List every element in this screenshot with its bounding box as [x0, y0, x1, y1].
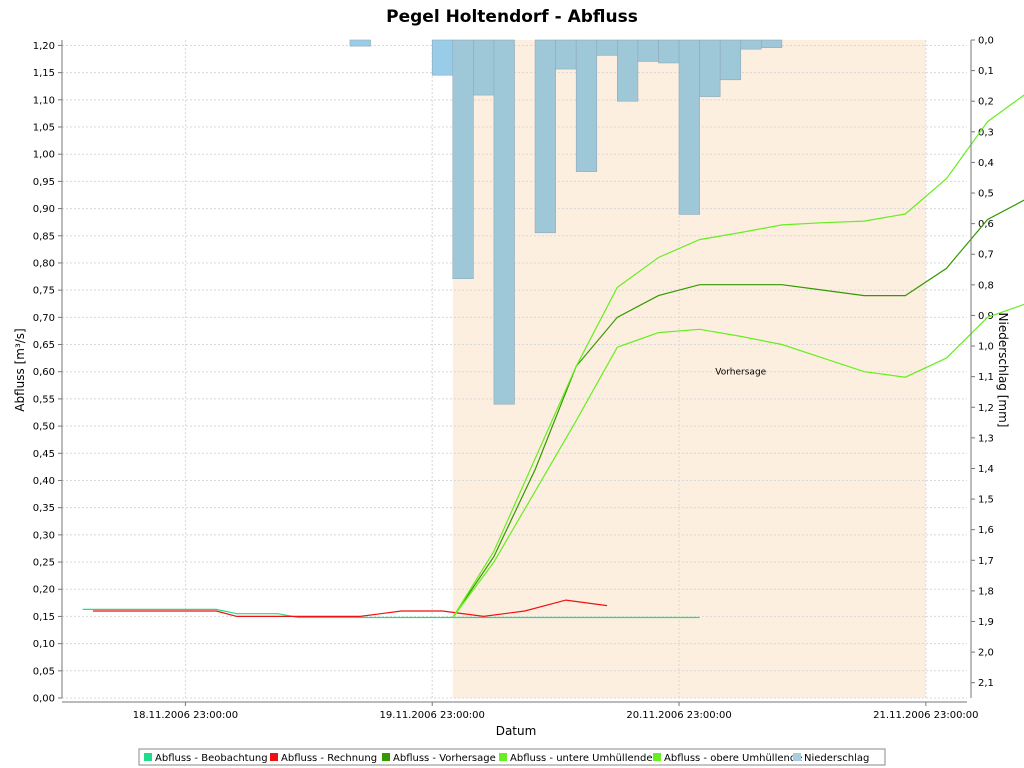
- y2-tick-label: 0,1: [978, 66, 994, 77]
- legend-label: Abfluss - Vorhersage: [393, 753, 496, 764]
- y-tick-label: 0,75: [33, 286, 55, 297]
- legend-label: Abfluss - obere Umhüllende: [664, 753, 802, 764]
- series-line-untere: [452, 303, 1024, 618]
- y-tick-label: 0,15: [33, 612, 55, 623]
- legend-swatch: [144, 753, 152, 761]
- y2-tick-label: 0,3: [978, 127, 994, 138]
- y-tick-label: 0,60: [33, 367, 55, 378]
- y-tick-label: 0,45: [33, 449, 55, 460]
- y2-tick-label: 2,0: [978, 648, 994, 659]
- forecast-annotation: Vorhersage: [715, 368, 766, 378]
- y2-tick-label: 2,1: [978, 678, 994, 689]
- legend-swatch: [382, 753, 390, 761]
- legend-label: Abfluss - untere Umhüllende: [510, 753, 652, 764]
- x-tick-label: 19.11.2006 23:00:00: [380, 710, 485, 721]
- series-line-vorhersage: [452, 199, 1024, 618]
- precipitation-bar: [740, 39, 762, 50]
- series-line-beobachtung: [82, 608, 700, 619]
- precipitation-bar: [617, 39, 639, 102]
- y2-tick-label: 0,9: [978, 311, 994, 322]
- y2-tick-label: 1,2: [978, 403, 994, 414]
- y2-tick-label: 0,7: [978, 250, 994, 261]
- y2-tick-label: 0,2: [978, 97, 994, 108]
- y-axis-label: Abfluss [m³/s]: [13, 328, 27, 411]
- y-tick-label: 1,15: [33, 68, 55, 79]
- precipitation-bar: [493, 39, 515, 405]
- y2-tick-label: 1,3: [978, 433, 994, 444]
- y-tick-label: 0,55: [33, 394, 55, 405]
- y-tick-label: 0,65: [33, 340, 55, 351]
- chart-title: Pegel Holtendorf - Abfluss: [386, 7, 638, 27]
- y-tick-label: 0,10: [33, 639, 55, 650]
- y-tick-label: 0,20: [33, 585, 55, 596]
- y-tick-label: 0,05: [33, 666, 55, 677]
- y-tick-label: 0,95: [33, 177, 55, 188]
- precipitation-bar: [761, 39, 783, 48]
- y-tick-label: 0,85: [33, 231, 55, 242]
- precipitation-bar: [452, 39, 474, 280]
- precipitation-bar: [596, 39, 618, 56]
- y2-tick-label: 1,1: [978, 372, 994, 383]
- precipitation-bar: [534, 39, 556, 234]
- legend-label: Niederschlag: [804, 753, 869, 764]
- precipitation-bar: [575, 39, 598, 172]
- y2-tick-label: 0,0: [978, 36, 994, 47]
- precipitation-bar: [473, 39, 495, 96]
- series-line-obere: [452, 94, 1024, 618]
- y-tick-label: 1,05: [33, 123, 55, 134]
- precipitation-bar: [431, 39, 454, 76]
- y2-tick-label: 0,5: [978, 189, 994, 200]
- y2-tick-label: 1,4: [978, 464, 994, 475]
- y2-tick-label: 1,6: [978, 525, 994, 536]
- y2-tick-label: 1,0: [978, 342, 994, 353]
- y-tick-label: 0,70: [33, 313, 55, 324]
- legend-swatch: [499, 753, 507, 761]
- legend-swatch: [653, 753, 661, 761]
- y2-tick-label: 0,4: [978, 158, 994, 169]
- y-tick-label: 0,40: [33, 476, 55, 487]
- precipitation-bar: [678, 39, 700, 215]
- legend-label: Abfluss - Rechnung: [281, 753, 377, 764]
- y2-axis-label: Niederschlag [mm]: [996, 313, 1010, 428]
- x-tick-label: 20.11.2006 23:00:00: [626, 710, 731, 721]
- y-tick-label: 0,30: [33, 530, 55, 541]
- y2-tick-label: 1,7: [978, 556, 994, 567]
- legend-label: Abfluss - Beobachtung: [155, 753, 268, 764]
- precipitation-bar: [349, 39, 371, 47]
- x-axis-label: Datum: [496, 724, 537, 738]
- legend-swatch: [793, 753, 801, 761]
- y-tick-label: 1,00: [33, 150, 55, 161]
- x-tick-label: 18.11.2006 23:00:00: [133, 710, 238, 721]
- y2-tick-label: 0,8: [978, 280, 994, 291]
- y-tick-label: 0,50: [33, 422, 55, 433]
- y-tick-label: 0,00: [33, 694, 55, 705]
- y-tick-label: 1,10: [33, 95, 55, 106]
- legend-swatch: [270, 753, 278, 761]
- precipitation-bar: [719, 39, 742, 81]
- y-tick-label: 0,35: [33, 503, 55, 514]
- plot-area: 0,00 0,05 0,10 0,15 0,20 0,25 0,30 0,35 0,40 0,45…: [33, 36, 1024, 721]
- y-tick-label: 1,20: [33, 41, 55, 52]
- y-tick-label: 0,90: [33, 204, 55, 215]
- precipitation-bar: [555, 39, 577, 70]
- precipitation-bar: [699, 39, 721, 97]
- precipitation-bar: [658, 39, 680, 64]
- y2-tick-label: 1,5: [978, 495, 994, 506]
- y2-tick-label: 1,9: [978, 617, 994, 628]
- legend: Abfluss - Beobachtung Abfluss - Rechnung A…: [138, 748, 886, 766]
- series-line-rechnung: [92, 599, 608, 618]
- y-tick-label: 0,25: [33, 558, 55, 569]
- x-tick-label: 21.11.2006 23:00:00: [873, 710, 978, 721]
- y2-tick-label: 0,6: [978, 219, 994, 230]
- y2-tick-label: 1,8: [978, 586, 994, 597]
- y-tick-label: 0,80: [33, 258, 55, 269]
- legend-box: [138, 748, 886, 766]
- precipitation-bar: [637, 39, 659, 62]
